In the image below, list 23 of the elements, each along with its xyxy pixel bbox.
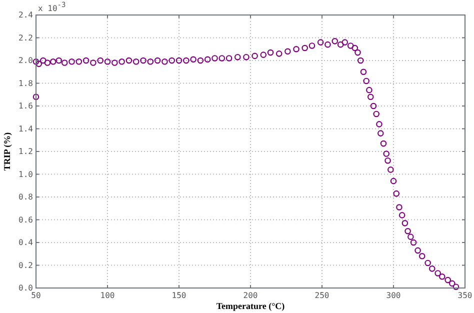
y-tick-label: 0.6 bbox=[18, 215, 34, 224]
y-tick-label: 1.4 bbox=[18, 124, 34, 134]
text: x 10$^{-3}$ bbox=[38, 1, 66, 13]
x-tick-label: 50 bbox=[31, 291, 41, 300]
y-tick-label: 1.2 bbox=[18, 147, 34, 156]
y-tick-label: 0.8 bbox=[18, 192, 34, 202]
y-tick-label: 2.2 bbox=[18, 33, 34, 42]
x-tick-label: 100 bbox=[100, 291, 115, 300]
y-tick-label: 0.2 bbox=[18, 260, 34, 270]
x-tick-label: 200 bbox=[243, 291, 258, 300]
x-tick-label: 150 bbox=[172, 291, 186, 300]
x-tick-label: 250 bbox=[314, 291, 330, 300]
y-tick-label: 0.0 bbox=[18, 284, 34, 293]
x-tick-label: 350 bbox=[458, 291, 472, 300]
y-tick-label: 2.4 bbox=[18, 10, 34, 20]
y-tick-label: 1.6 bbox=[18, 102, 34, 111]
y-tick-label: 1.0 bbox=[18, 170, 34, 179]
y-tick-label: 0.4 bbox=[18, 238, 34, 248]
y-tick-label: 2.0 bbox=[18, 56, 34, 66]
y-tick-label: 1.8 bbox=[18, 78, 34, 88]
x-axis-title: Temperature (°C) bbox=[216, 301, 285, 311]
y-axis-title: TRIP (%) bbox=[2, 132, 12, 171]
x-tick-label: 300 bbox=[386, 291, 401, 300]
